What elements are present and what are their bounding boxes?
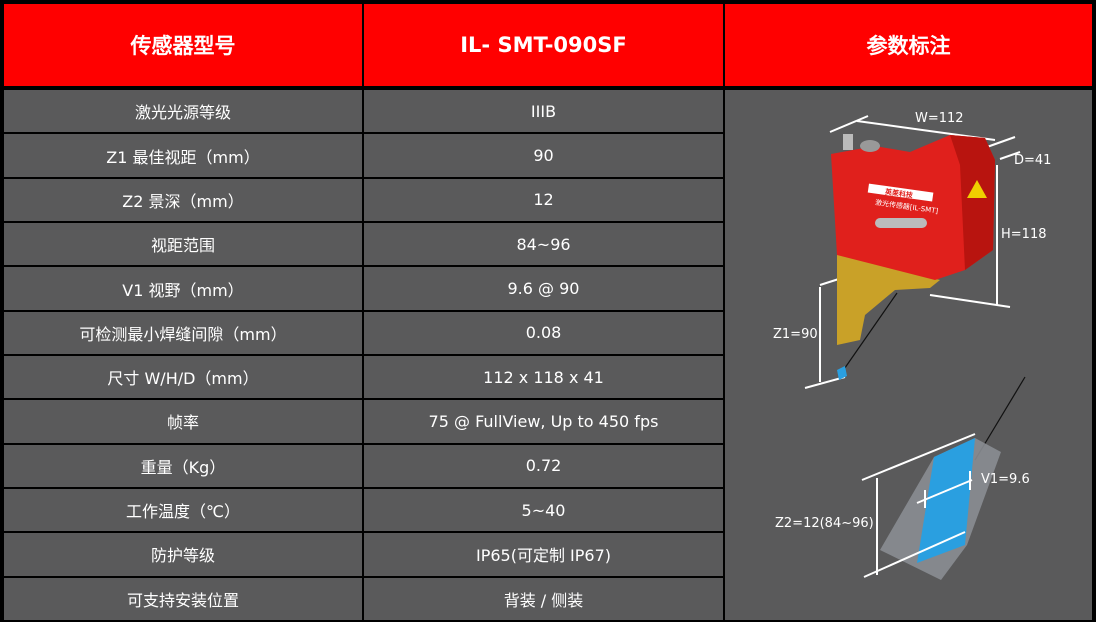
dim-h: H=118	[1001, 227, 1046, 242]
row-value: IIIB	[362, 86, 725, 135]
table-row: 防护等级 IP65(可定制 IP67)	[2, 531, 1093, 578]
row-label: 可检测最小焊缝间隙（mm）	[2, 309, 364, 357]
row-value: 0.72	[362, 442, 725, 489]
row-value: 12	[362, 176, 725, 224]
row-value: 75 @ FullView, Up to 450 fps	[362, 398, 725, 445]
row-label: 防护等级	[2, 531, 364, 578]
dim-v1: V1=9.6	[981, 472, 1030, 487]
mount-bracket	[837, 254, 940, 345]
table-row: 可支持安装位置 背装 / 侧装	[2, 575, 1093, 622]
row-label: 工作温度（℃）	[2, 486, 364, 534]
row-value: 112 x 118 x 41	[362, 353, 725, 401]
sensor-body	[831, 135, 995, 280]
row-value: 90	[362, 132, 725, 179]
sensor-diagram-cell: W=112 D=41 H=118 Z1=90 英莱科技 激光传感器[IL-SMT…	[723, 87, 1094, 622]
row-label: 视距范围	[2, 221, 364, 268]
row-label: 重量（Kg）	[2, 442, 364, 489]
row-value: IP65(可定制 IP67)	[362, 531, 725, 578]
row-label: Z2 景深（mm）	[2, 176, 364, 224]
table-row: 帧率 75 @ FullView, Up to 450 fps	[2, 398, 1093, 445]
sensor-diagram: W=112 D=41 H=118 Z1=90 英莱科技 激光传感器[IL-SMT…	[773, 111, 1051, 580]
table-row: 可检测最小焊缝间隙（mm） 0.08	[2, 309, 1093, 357]
dim-w: W=112	[915, 111, 964, 126]
row-label: Z1 最佳视距（mm）	[2, 132, 364, 179]
field-of-view-plane	[917, 438, 975, 563]
table-row: Z1 最佳视距（mm） 90	[2, 132, 1093, 179]
laser-warning-icon	[967, 180, 987, 198]
row-label: 可支持安装位置	[2, 575, 364, 622]
table-row: V1 视野（mm） 9.6 @ 90	[2, 265, 1093, 312]
dim-d: D=41	[1014, 153, 1051, 168]
header-row: 传感器型号 IL- SMT-090SF 参数标注	[2, 2, 1094, 90]
header-model-value: IL- SMT-090SF	[362, 2, 725, 90]
table-row: 激光光源等级 IIIB W=112 D	[2, 86, 1094, 622]
row-label: 激光光源等级	[2, 86, 364, 135]
row-value: 0.08	[362, 309, 725, 357]
table-row: Z2 景深（mm） 12	[2, 176, 1093, 224]
table-row: 尺寸 W/H/D（mm） 112 x 118 x 41	[2, 353, 1093, 401]
row-value: 背装 / 侧装	[362, 575, 725, 622]
row-value: 9.6 @ 90	[362, 265, 725, 312]
table-row: 重量（Kg） 0.72	[2, 442, 1093, 489]
brand-label: 英莱科技	[883, 187, 914, 200]
table-row: 视距范围 84~96	[2, 221, 1093, 268]
dim-z1: Z1=90	[773, 327, 818, 342]
row-label: 尺寸 W/H/D（mm）	[2, 353, 364, 401]
row-label: V1 视野（mm）	[2, 265, 364, 312]
connector	[843, 134, 853, 150]
header-annotation: 参数标注	[723, 2, 1094, 90]
row-value: 5~40	[362, 486, 725, 534]
dim-z2: Z2=12(84~96)	[775, 516, 874, 531]
dimension-lines	[804, 115, 1021, 389]
table-row: 工作温度（℃） 5~40	[2, 486, 1093, 534]
row-label: 帧率	[2, 398, 364, 445]
row-value: 84~96	[362, 221, 725, 268]
header-model-label: 传感器型号	[2, 2, 364, 90]
